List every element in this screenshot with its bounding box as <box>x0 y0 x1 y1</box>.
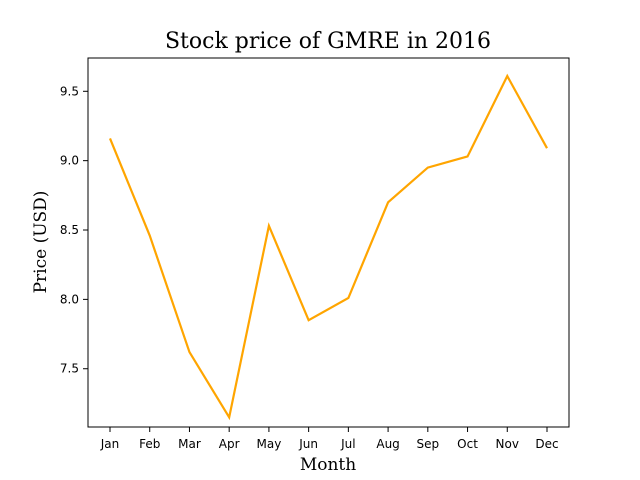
x-tick-label: May <box>257 437 282 451</box>
y-axis-label: Price (USD) <box>31 191 51 294</box>
y-tick-label: 8.5 <box>60 223 79 237</box>
chart-title: Stock price of GMRE in 2016 <box>165 29 491 54</box>
y-axis: 7.5 8.0 8.5 9.0 9.5 <box>60 84 88 376</box>
x-tick-label: Aug <box>376 437 399 451</box>
x-axis-label: Month <box>300 455 356 475</box>
x-tick-label: Apr <box>219 437 240 451</box>
y-tick-label: 7.5 <box>60 362 79 376</box>
x-axis: Jan Feb Mar Apr May Jun Jul Aug Sep Oct Nov Dec <box>100 427 559 451</box>
x-tick-label: Nov <box>496 437 519 451</box>
y-tick-label: 8.0 <box>60 292 79 306</box>
y-tick-label: 9.0 <box>60 154 79 168</box>
series-line <box>108 73 548 421</box>
y-tick-label: 9.5 <box>60 84 79 98</box>
x-tick-label: Dec <box>535 437 558 451</box>
x-tick-label: Feb <box>139 437 160 451</box>
x-tick-label: Jan <box>100 437 120 451</box>
plot-area-frame <box>87 57 570 428</box>
x-tick-label: Jun <box>298 437 318 451</box>
x-tick-label: Jul <box>340 437 355 451</box>
series-layer <box>108 73 548 421</box>
x-tick-label: Sep <box>417 437 440 451</box>
x-tick-label: Oct <box>457 437 478 451</box>
x-tick-label: Mar <box>178 437 201 451</box>
